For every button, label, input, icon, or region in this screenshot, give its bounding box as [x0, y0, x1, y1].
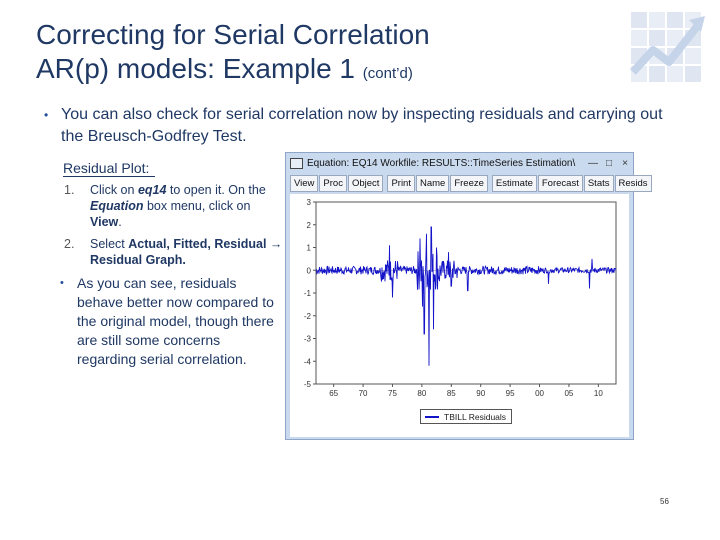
- bullet-dot: •: [44, 108, 49, 122]
- close-button[interactable]: ×: [622, 157, 628, 169]
- x-tick-label: 70: [359, 389, 368, 398]
- y-tick-label: 2: [307, 221, 312, 230]
- estimate-button[interactable]: Estimate: [491, 175, 537, 192]
- title-line-1: Correcting for Serial Correlation: [36, 19, 430, 50]
- y-tick-label: -2: [304, 312, 312, 321]
- title-main: AR(p) models: Example 1: [36, 53, 356, 84]
- object-button[interactable]: Object: [347, 175, 384, 192]
- y-tick-label: 0: [307, 266, 312, 275]
- view-button[interactable]: View: [290, 175, 319, 192]
- x-tick-label: 00: [535, 389, 544, 398]
- equation-ref: Equation: [90, 199, 144, 213]
- residual-graph-ref: Actual, Fitted, Residual → Residual Grap…: [90, 237, 283, 267]
- y-tick-label: 3: [307, 198, 312, 207]
- eviews-equation-window[interactable]: Equation: EQ14 Workfile: RESULTS::TimeSe…: [285, 152, 652, 440]
- steps-list: 1. Click on eq14 to open it. On the Equa…: [64, 182, 284, 274]
- legend-swatch: [425, 415, 439, 418]
- x-tick-label: 95: [506, 389, 515, 398]
- y-tick-label: 1: [307, 244, 312, 253]
- window-titlebar[interactable]: Equation: EQ14 Workfile: RESULTS::TimeSe…: [286, 153, 633, 173]
- legend-label: TBILL Residuals: [444, 411, 507, 422]
- main-bullet-text: You can also check for serial correlatio…: [61, 106, 663, 145]
- forecast-button[interactable]: Forecast: [537, 175, 583, 192]
- freeze-button[interactable]: Freeze: [450, 175, 488, 192]
- page-number: 56: [660, 497, 669, 506]
- chart-logo-icon: [630, 12, 705, 82]
- title-cont: (cont’d): [362, 65, 413, 82]
- step-number: 2.: [64, 237, 75, 251]
- window-title: Equation: EQ14 Workfile: RESULTS::TimeSe…: [307, 157, 576, 169]
- x-tick-label: 10: [594, 389, 603, 398]
- step-text: .: [118, 215, 122, 229]
- step-text: to open it. On the: [166, 183, 266, 197]
- print-button[interactable]: Print: [387, 175, 415, 192]
- maximize-button[interactable]: □: [605, 157, 613, 169]
- note-bullet: • As you can see, residuals behave bette…: [60, 274, 280, 369]
- y-tick-label: -4: [304, 357, 312, 366]
- plot-frame: [315, 201, 617, 385]
- residual-plot: 3 2 1 0 -1 -2 -3 -4 -5 65 70 75 80 85 90 95 00 05 10 TBILL…: [290, 194, 629, 437]
- window-toolbar: View Proc Object Print Name Freeze Estim…: [290, 175, 652, 192]
- view-ref: View: [90, 215, 119, 229]
- eq14-ref: eq14: [137, 183, 167, 197]
- y-tick-label: -5: [304, 380, 312, 389]
- y-tick-label: -1: [304, 289, 312, 298]
- note-text: As you can see, residuals behave better …: [77, 275, 274, 367]
- step-text: Click on: [90, 183, 138, 197]
- x-tick-label: 05: [564, 389, 573, 398]
- x-tick-label: 85: [447, 389, 456, 398]
- y-tick-label: -3: [304, 335, 312, 344]
- x-tick-label: 75: [388, 389, 397, 398]
- x-tick-label: 65: [329, 389, 338, 398]
- bullet-dot: •: [60, 277, 64, 289]
- main-bullet: • You can also check for serial correlat…: [44, 104, 664, 148]
- step-2: 2. Select Actual, Fitted, Residual → Res…: [64, 236, 284, 268]
- residual-series-line: [315, 226, 617, 366]
- step-text: Select: [90, 237, 129, 251]
- slide-title: Correcting for Serial Correlation AR(p) …: [36, 18, 596, 91]
- minimize-button[interactable]: —: [588, 157, 598, 169]
- step-1: 1. Click on eq14 to open it. On the Equa…: [64, 182, 284, 230]
- legend: TBILL Residuals: [420, 409, 512, 424]
- x-tick-label: 90: [476, 389, 485, 398]
- name-button[interactable]: Name: [415, 175, 450, 192]
- proc-button[interactable]: Proc: [319, 175, 347, 192]
- x-tick-label: 80: [417, 389, 426, 398]
- step-number: 1.: [64, 183, 75, 197]
- step-text: box menu, click on: [143, 199, 251, 213]
- window-icon: [290, 157, 303, 169]
- residual-plot-heading: Residual Plot:: [63, 160, 156, 177]
- title-line-2: AR(p) models: Example 1 (cont’d): [36, 52, 596, 91]
- resids-button[interactable]: Resids: [614, 175, 652, 192]
- stats-button[interactable]: Stats: [583, 175, 614, 192]
